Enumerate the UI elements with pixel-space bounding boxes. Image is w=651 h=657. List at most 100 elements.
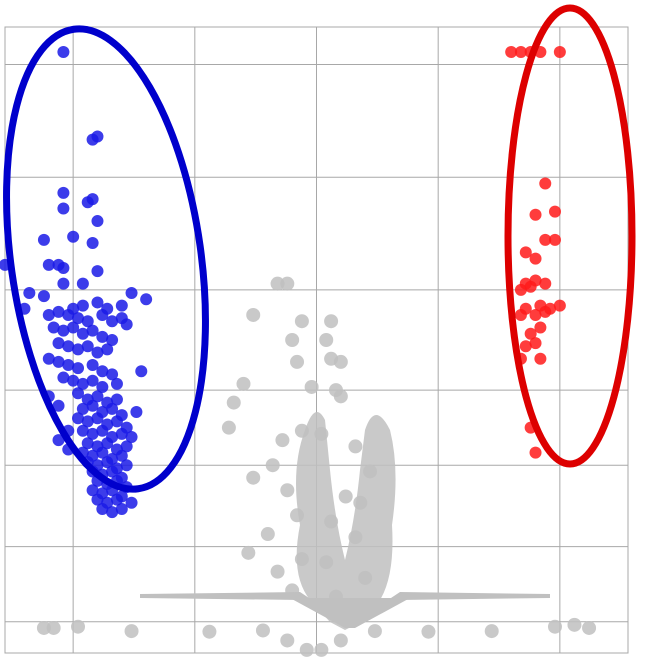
down-data-point-121 bbox=[110, 493, 123, 506]
down-data-point-21 bbox=[140, 293, 153, 306]
ns-data-point-4 bbox=[324, 314, 339, 329]
up-data-point-26 bbox=[519, 340, 532, 353]
down-data-point-77 bbox=[72, 412, 85, 425]
down-data-point-56 bbox=[106, 368, 119, 381]
up-data-point-27 bbox=[529, 337, 542, 350]
up-data-point-23 bbox=[539, 305, 552, 318]
down-data-point-88 bbox=[115, 427, 128, 440]
down-data-point-79 bbox=[91, 412, 104, 425]
down-data-point-50 bbox=[42, 352, 55, 365]
down-data-point-53 bbox=[72, 362, 85, 375]
ns-data-point-44 bbox=[202, 624, 217, 639]
down-data-point-43 bbox=[106, 334, 119, 346]
ns-data-point-2 bbox=[246, 307, 261, 322]
down-data-point-69 bbox=[110, 393, 123, 406]
ns-central-cloud bbox=[296, 412, 396, 630]
down-data-point-123 bbox=[96, 503, 109, 516]
down-data-point-5 bbox=[81, 196, 94, 209]
ns-data-point-22 bbox=[246, 470, 261, 485]
down-data-point-70 bbox=[52, 399, 65, 412]
down-data-point-90 bbox=[52, 434, 65, 447]
down-data-point-37 bbox=[47, 321, 60, 334]
ns-data-point-41 bbox=[567, 617, 582, 632]
ns-data-point-28 bbox=[260, 527, 275, 542]
down-data-point-12 bbox=[42, 258, 55, 271]
down-data-point-81 bbox=[110, 415, 123, 428]
down-data-point-40 bbox=[76, 327, 89, 340]
ns-data-point-14 bbox=[333, 389, 348, 404]
down-data-point-42 bbox=[96, 330, 109, 343]
down-data-point-99 bbox=[96, 446, 109, 459]
down-data-point-52 bbox=[62, 359, 75, 372]
up-data-point-8 bbox=[539, 233, 552, 246]
down-data-point-17 bbox=[76, 277, 89, 290]
ns-data-point-51 bbox=[299, 642, 314, 657]
down-data-point-115 bbox=[86, 484, 99, 497]
down-data-point-44 bbox=[52, 337, 65, 350]
down-data-point-6 bbox=[57, 202, 70, 215]
down-data-point-85 bbox=[86, 427, 99, 440]
up-data-point-25 bbox=[524, 327, 537, 340]
down-data-point-20 bbox=[125, 287, 138, 300]
up-data-point-29 bbox=[534, 352, 547, 365]
down-data-point-30 bbox=[62, 308, 75, 321]
down-data-point-63 bbox=[110, 377, 123, 390]
up-data-point-10 bbox=[519, 246, 532, 259]
down-data-point-28 bbox=[42, 308, 55, 321]
not-significant-dense-region bbox=[140, 412, 550, 630]
down-data-point-86 bbox=[96, 424, 109, 437]
down-data-point-22 bbox=[115, 299, 128, 312]
down-data-point-93 bbox=[101, 437, 114, 450]
ns-data-point-30 bbox=[241, 545, 256, 560]
down-data-point-104 bbox=[101, 456, 114, 469]
down-data-point-48 bbox=[91, 346, 104, 359]
ns-data-point-40 bbox=[547, 619, 562, 634]
down-data-point-32 bbox=[81, 315, 94, 328]
down-data-point-78 bbox=[81, 415, 94, 428]
down-data-point-125 bbox=[115, 503, 128, 516]
up-data-point-14 bbox=[539, 277, 552, 290]
ns-data-point-47 bbox=[421, 624, 436, 639]
down-data-point-19 bbox=[37, 290, 50, 303]
down-data-point-46 bbox=[72, 343, 85, 356]
down-data-point-89 bbox=[125, 431, 138, 444]
up-data-point-20 bbox=[553, 299, 566, 312]
ns-baseline-wing-right bbox=[370, 592, 550, 612]
ns-data-point-10 bbox=[236, 376, 251, 391]
up-data-point-5 bbox=[539, 177, 552, 190]
down-data-point-47 bbox=[81, 340, 94, 353]
up-data-point-22 bbox=[529, 308, 542, 321]
ns-data-point-21 bbox=[265, 458, 280, 473]
ns-data-point-48 bbox=[484, 624, 499, 639]
ns-data-point-38 bbox=[46, 620, 61, 635]
down-data-point-18 bbox=[23, 287, 36, 300]
ns-data-point-37 bbox=[36, 620, 51, 635]
up-data-point-24 bbox=[534, 321, 547, 334]
down-data-point-91 bbox=[81, 437, 94, 450]
down-data-point-67 bbox=[91, 390, 104, 403]
ns-data-point-3 bbox=[294, 314, 309, 329]
down-data-point-55 bbox=[96, 365, 109, 378]
down-data-point-34 bbox=[106, 315, 119, 328]
down-data-point-36 bbox=[115, 312, 128, 325]
down-data-point-9 bbox=[67, 230, 80, 243]
upregulated-highlight-ellipse bbox=[504, 4, 636, 468]
down-data-point-106 bbox=[120, 459, 133, 472]
ns-data-point-5 bbox=[285, 333, 300, 347]
down-data-point-62 bbox=[96, 380, 109, 393]
down-data-point-0 bbox=[57, 46, 70, 59]
up-data-point-7 bbox=[548, 205, 561, 218]
up-data-point-0 bbox=[505, 46, 518, 59]
down-data-point-95 bbox=[120, 440, 133, 453]
up-data-point-9 bbox=[548, 233, 561, 246]
ns-data-point-19 bbox=[348, 439, 363, 454]
down-data-point-76 bbox=[130, 405, 143, 418]
up-data-point-21 bbox=[514, 308, 527, 321]
ns-data-point-24 bbox=[338, 489, 353, 504]
ns-data-point-50 bbox=[333, 633, 348, 648]
down-data-point-3 bbox=[57, 186, 70, 199]
down-data-point-109 bbox=[106, 465, 119, 478]
ns-baseline-wing-left bbox=[140, 592, 330, 612]
ns-data-point-39 bbox=[71, 619, 86, 634]
down-data-point-8 bbox=[37, 233, 50, 246]
